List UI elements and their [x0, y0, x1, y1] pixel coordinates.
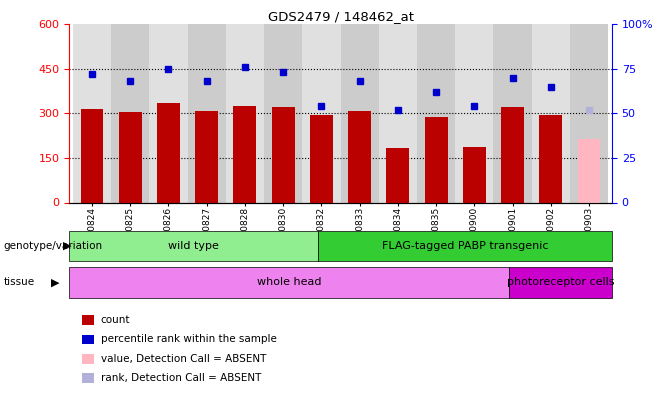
Bar [119, 112, 141, 202]
Text: ▶: ▶ [63, 241, 71, 251]
Bar [379, 24, 417, 202]
Bar [188, 24, 226, 202]
Bar [302, 24, 340, 202]
Text: value, Detection Call = ABSENT: value, Detection Call = ABSENT [101, 354, 266, 364]
Bar [234, 106, 257, 202]
Bar [578, 139, 601, 202]
Bar [149, 24, 188, 202]
Text: rank, Detection Call = ABSENT: rank, Detection Call = ABSENT [101, 373, 261, 383]
Bar [69, 231, 318, 261]
Bar [157, 103, 180, 202]
Title: GDS2479 / 148462_at: GDS2479 / 148462_at [268, 10, 413, 23]
Bar [310, 115, 333, 202]
Text: percentile rank within the sample: percentile rank within the sample [101, 335, 276, 344]
Bar [424, 117, 447, 202]
Text: whole head: whole head [257, 277, 321, 288]
Bar [417, 24, 455, 202]
Bar [509, 267, 612, 298]
Bar [386, 148, 409, 202]
Bar [111, 24, 149, 202]
Text: tissue: tissue [3, 277, 34, 288]
Bar [264, 24, 302, 202]
Bar [463, 147, 486, 202]
Bar [272, 107, 295, 202]
Bar [501, 107, 524, 202]
Bar [341, 24, 379, 202]
Bar [226, 24, 264, 202]
Bar [570, 24, 608, 202]
Text: wild type: wild type [168, 241, 218, 251]
Bar [455, 24, 494, 202]
Bar [540, 115, 562, 202]
Text: photoreceptor cells: photoreceptor cells [507, 277, 614, 288]
Text: ▶: ▶ [51, 277, 59, 288]
Bar [318, 231, 612, 261]
Bar [73, 24, 111, 202]
Text: FLAG-tagged PABP transgenic: FLAG-tagged PABP transgenic [382, 241, 548, 251]
Text: count: count [101, 315, 130, 325]
Bar [494, 24, 532, 202]
Text: genotype/variation: genotype/variation [3, 241, 103, 251]
Bar [348, 111, 371, 202]
Bar [195, 111, 218, 202]
Bar [80, 109, 103, 202]
Bar [69, 267, 509, 298]
Bar [532, 24, 570, 202]
